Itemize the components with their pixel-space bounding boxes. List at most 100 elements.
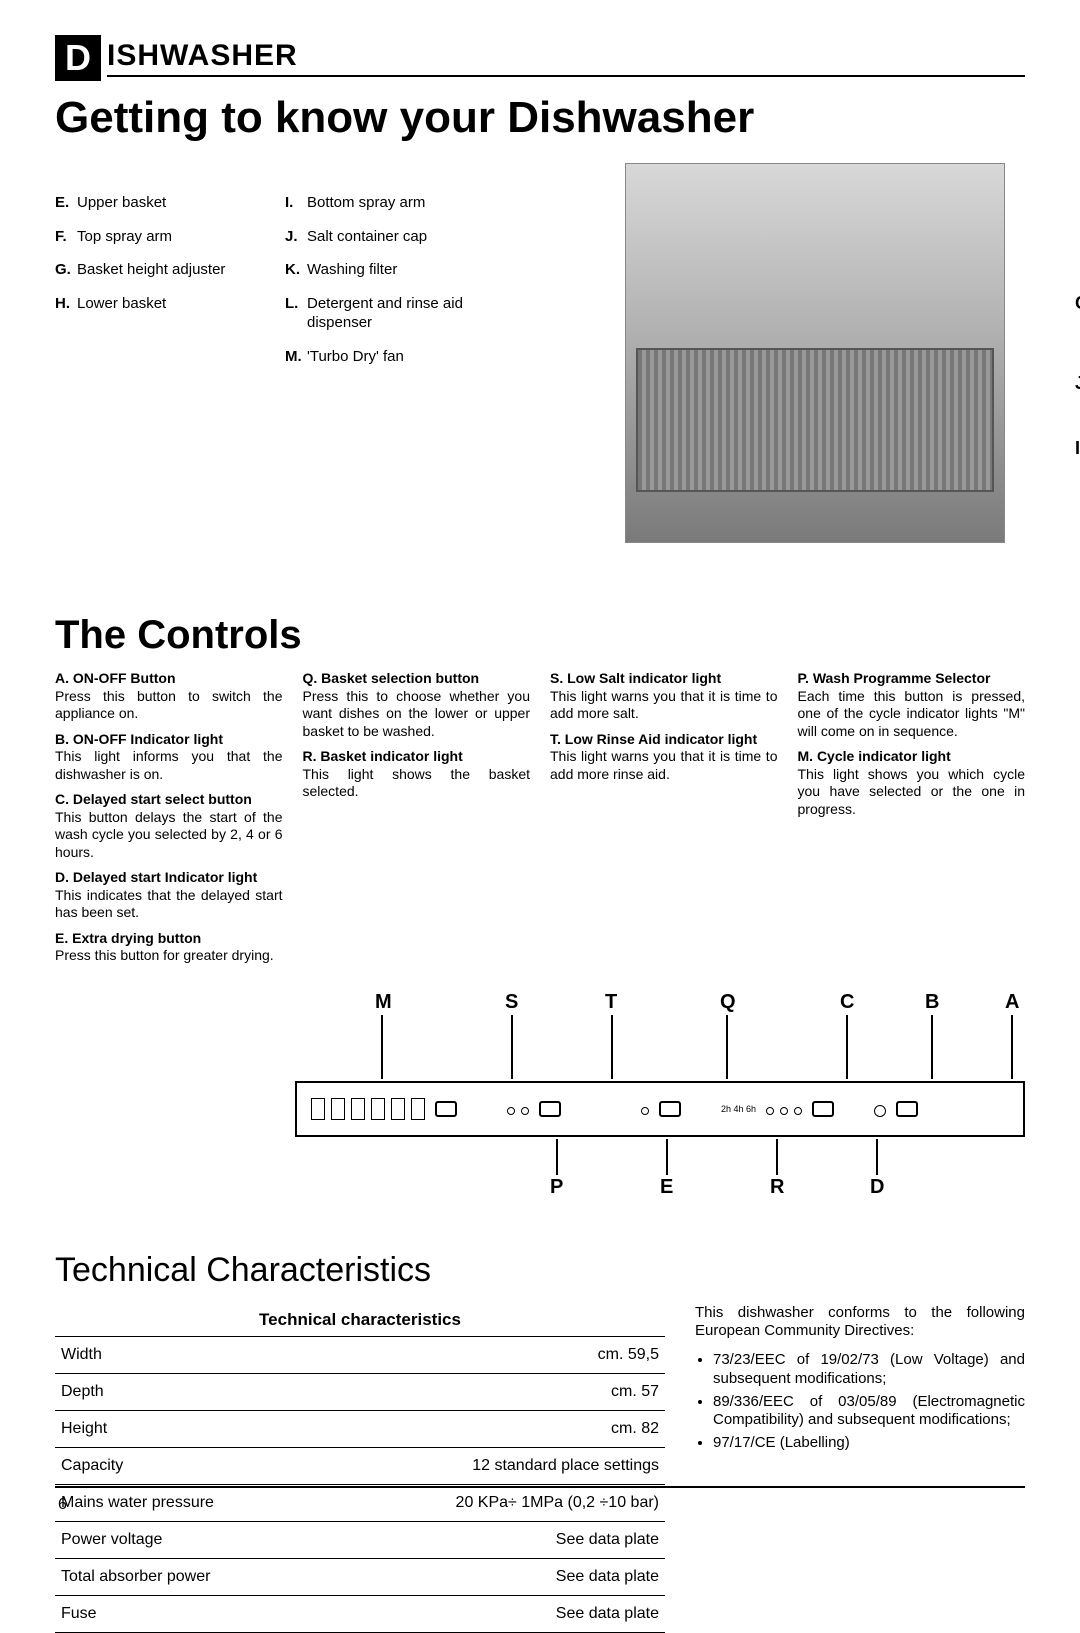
- parts-text: Upper basket: [77, 193, 166, 213]
- parts-text: Bottom spray arm: [307, 193, 425, 213]
- control-item-lead: A. ON-OFF Button: [55, 670, 176, 686]
- conformity-item: 97/17/CE (Labelling): [713, 1434, 1025, 1453]
- control-item: Q. Basket selection button Press this to …: [303, 670, 531, 740]
- parts-item: H.Lower basket: [55, 294, 245, 314]
- control-item: M. Cycle indicator lightThis light shows…: [798, 748, 1026, 818]
- control-item-body: Each time this button is pressed, one of…: [798, 688, 1026, 739]
- header-letter-box: D: [55, 35, 101, 81]
- control-item: S. Low Salt indicator light This light wa…: [550, 670, 778, 723]
- tech-row-item: Width cm. 59,5: [55, 1337, 665, 1374]
- tech-key: Power voltage: [61, 1531, 162, 1549]
- parts-letter: M.: [285, 347, 307, 367]
- tech-title: Technical Characteristics: [55, 1251, 1025, 1290]
- control-item-body: Press this to choose whether you want di…: [303, 688, 531, 739]
- controls-col-1: A. ON-OFF Button Press this button to swi…: [55, 670, 283, 973]
- control-item: A. ON-OFF Button Press this button to swi…: [55, 670, 283, 723]
- control-panel-bar: 2h 4h 6h: [295, 1081, 1025, 1137]
- tech-row-item: Depthcm. 57: [55, 1374, 665, 1411]
- control-item-body: Press this button for greater drying.: [55, 947, 274, 963]
- control-item: P. Wash Programme Selector Each time this…: [798, 670, 1026, 740]
- tech-value: 20 KPa÷ 1MPa (0,2 ÷10 bar): [456, 1494, 659, 1512]
- panel-label: C: [840, 991, 854, 1014]
- control-item-lead: B. ON-OFF Indicator light: [55, 731, 223, 747]
- controls-title: The Controls: [55, 613, 1025, 658]
- parts-section: E.Upper basketF.Top spray armG.Basket he…: [55, 193, 1025, 553]
- control-item-body: This light shows you which cycle you hav…: [798, 766, 1026, 817]
- parts-letter: I.: [285, 193, 307, 213]
- tech-key: Height: [61, 1420, 107, 1438]
- parts-text: 'Turbo Dry' fan: [307, 347, 404, 367]
- tech-key: Capacity: [61, 1457, 123, 1475]
- control-item: D. Delayed start Indicator lightThis ind…: [55, 869, 283, 922]
- parts-column-1: E.Upper basketF.Top spray armG.Basket he…: [55, 193, 245, 553]
- dishwasher-image: [625, 163, 1005, 543]
- tech-value: cm. 59,5: [598, 1346, 659, 1364]
- parts-letter: E.: [55, 193, 77, 213]
- parts-letter: G.: [55, 260, 77, 280]
- tech-row-item: FuseSee data plate: [55, 1596, 665, 1633]
- tech-key: Width: [61, 1346, 102, 1364]
- tech-row-item: Capacity 12 standard place settings: [55, 1448, 665, 1485]
- diagram-callout: I: [1075, 438, 1080, 459]
- parts-item: E.Upper basket: [55, 193, 245, 213]
- parts-text: Top spray arm: [77, 227, 172, 247]
- control-item: R. Basket indicator lightThis light show…: [303, 748, 531, 801]
- control-item: T. Low Rinse Aid indicator lightThis lig…: [550, 731, 778, 784]
- page-title: Getting to know your Dishwasher: [55, 93, 1025, 143]
- control-item-body: This button delays the start of the wash…: [55, 809, 283, 860]
- parts-letter: F.: [55, 227, 77, 247]
- tech-key: Total absorber power: [61, 1568, 210, 1586]
- tech-key: Mains water pressure: [61, 1494, 214, 1512]
- tech-table-header: Technical characteristics: [55, 1304, 665, 1337]
- control-item-lead: C. Delayed start select button: [55, 791, 252, 807]
- panel-label: A: [1005, 991, 1019, 1014]
- control-item: B. ON-OFF Indicator lightThis light info…: [55, 731, 283, 784]
- dishwasher-diagram: EGFJHIKML: [515, 193, 1025, 553]
- tech-value: cm. 82: [611, 1420, 659, 1438]
- controls-columns: A. ON-OFF Button Press this button to swi…: [55, 670, 1025, 973]
- tech-value: 12 standard place settings: [472, 1457, 659, 1475]
- tech-row-item: Mains water pressure 20 KPa÷ 1MPa (0,2 ÷1…: [55, 1485, 665, 1522]
- controls-col-4: P. Wash Programme Selector Each time this…: [798, 670, 1026, 973]
- panel-label: T: [605, 991, 617, 1014]
- parts-item: F.Top spray arm: [55, 227, 245, 247]
- footer-rule: [55, 1486, 1025, 1488]
- control-item: C. Delayed start select button This butto…: [55, 791, 283, 861]
- parts-item: M.'Turbo Dry' fan: [285, 347, 475, 367]
- parts-text: Lower basket: [77, 294, 166, 314]
- tech-value: See data plate: [556, 1605, 659, 1623]
- diagram-callout: J: [1075, 373, 1080, 394]
- parts-item: J.Salt container cap: [285, 227, 475, 247]
- tech-value: cm. 57: [611, 1383, 659, 1401]
- control-panel-diagram: 2h 4h 6h MSTQCBAPERD: [285, 991, 1025, 1211]
- control-item-lead: Q. Basket selection button: [303, 670, 480, 686]
- control-item-body: This indicates that the delayed start ha…: [55, 887, 283, 921]
- parts-item: I.Bottom spray arm: [285, 193, 475, 213]
- conformity-item: 89/336/EEC of 03/05/89 (Electromagnetic …: [713, 1393, 1025, 1431]
- section-header: D ISHWASHER: [55, 35, 1025, 81]
- control-item-body: Press this button to switch the applianc…: [55, 688, 283, 722]
- parts-text: Basket height adjuster: [77, 260, 225, 280]
- panel-label: D: [870, 1176, 884, 1199]
- parts-letter: H.: [55, 294, 77, 314]
- tech-row: Technical characteristics Width cm. 59,5 D…: [55, 1304, 1025, 1633]
- parts-item: G.Basket height adjuster: [55, 260, 245, 280]
- tech-value: See data plate: [556, 1568, 659, 1586]
- controls-col-3: S. Low Salt indicator light This light wa…: [550, 670, 778, 973]
- parts-item: L.Detergent and rinse aid dispenser: [285, 294, 475, 333]
- panel-label: M: [375, 991, 392, 1014]
- parts-letter: J.: [285, 227, 307, 247]
- parts-column-2: I.Bottom spray armJ.Salt container capK.…: [285, 193, 475, 553]
- tech-row-item: Height cm. 82: [55, 1411, 665, 1448]
- header-word: ISHWASHER: [107, 39, 1025, 77]
- tech-value: See data plate: [556, 1531, 659, 1549]
- parts-text: Washing filter: [307, 260, 397, 280]
- diagram-callout: G: [1075, 293, 1080, 314]
- control-item-lead: T. Low Rinse Aid indicator light: [550, 731, 757, 747]
- parts-text: Salt container cap: [307, 227, 427, 247]
- control-item-lead: S. Low Salt indicator light: [550, 670, 721, 686]
- controls-col-2: Q. Basket selection button Press this to …: [303, 670, 531, 973]
- control-item-lead: R. Basket indicator light: [303, 748, 463, 764]
- control-item-lead: P. Wash Programme Selector: [798, 670, 991, 686]
- control-item-body: This light warns you that it is time to …: [550, 688, 778, 722]
